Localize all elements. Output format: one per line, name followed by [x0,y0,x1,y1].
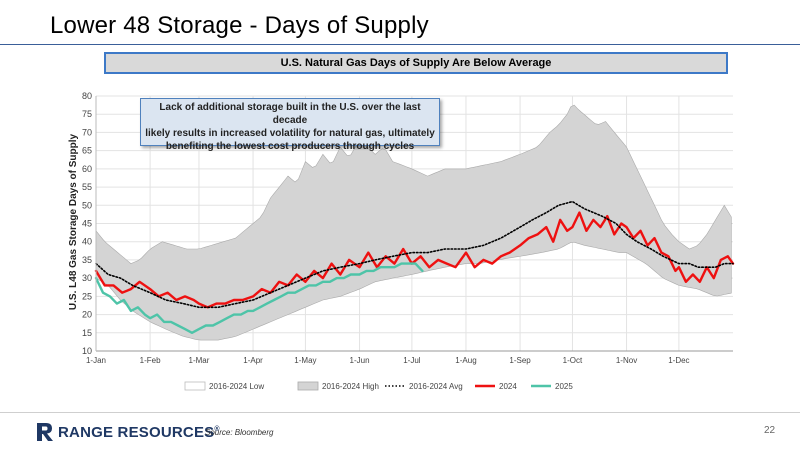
title-divider [0,44,800,45]
legend-swatch-low [184,381,206,391]
x-tick-label: 1-Mar [189,356,210,365]
x-tick-label: 1-Dec [668,356,689,365]
y-tick-label: 25 [82,291,92,301]
y-tick-label: 30 [82,273,92,283]
x-tick-label: 1-Nov [616,356,637,365]
range-resources-logo: RANGE RESOURCES® [36,422,220,442]
legend-label: 2025 [555,382,573,391]
y-tick-label: 60 [82,164,92,174]
callout-box: Lack of additional storage built in the … [140,98,440,152]
legend-label: 2016-2024 Low [209,382,264,391]
legend-label: 2024 [499,382,517,391]
x-tick-label: 1-May [294,356,316,365]
axes: 10 15 20 25 30 35 40 45 50 55 60 65 70 75 80 1-Jan 1-Feb… [82,91,733,365]
legend-label: 2016-2024 High [322,382,379,391]
callout-line-2: likely results in increased volatility f… [145,128,435,139]
y-tick-label: 55 [82,182,92,192]
x-tick-label: 1-Jul [403,356,421,365]
y-tick-label: 20 [82,310,92,320]
y-tick-label: 40 [82,237,92,247]
callout-line-3: benefiting the lowest cost producers thr… [165,141,415,152]
range-band [95,104,732,341]
legend: 2016-2024 Low 2016-2024 High 2016-2024 Avg… [184,381,573,391]
chart-banner: U.S. Natural Gas Days of Supply Are Belo… [104,52,728,74]
y-tick-label: 65 [82,146,92,156]
x-tick-label: 1-Sep [509,356,531,365]
y-tick-label: 10 [82,346,92,356]
x-tick-label: 1-Aug [455,356,476,365]
y-tick-label: 45 [82,219,92,229]
source-note: Source: Bloomberg [205,428,274,437]
x-tick-label: 1-Jan [86,356,106,365]
y-tick-label: 15 [82,328,92,338]
page-title: Lower 48 Storage - Days of Supply [50,12,429,39]
logo-text: RANGE RESOURCES® [58,423,220,441]
x-tick-label: 1-Jun [350,356,370,365]
y-tick-label: 35 [82,255,92,265]
y-tick-label: 70 [82,127,92,137]
logo-r-icon [37,423,53,441]
callout-line-1: Lack of additional storage built in the … [159,102,421,126]
x-tick-label: 1-Apr [243,356,263,365]
series-avg-line [95,200,734,309]
y-tick-label: 80 [82,91,92,101]
band-area [95,104,732,341]
series-lines [94,200,735,334]
footer-divider [0,412,800,413]
legend-label: 2016-2024 Avg [409,382,463,391]
legend-swatch-high [297,381,319,391]
y-tick-label: 50 [82,200,92,210]
x-tick-label: 1-Feb [140,356,161,365]
page-number: 22 [764,425,776,436]
y-tick-label: 75 [82,109,92,119]
y-axis-label: U.S. L48 Gas Storage Days of Supply [68,133,79,310]
x-tick-label: 1-Oct [563,356,583,365]
series-2025-line [94,262,424,334]
